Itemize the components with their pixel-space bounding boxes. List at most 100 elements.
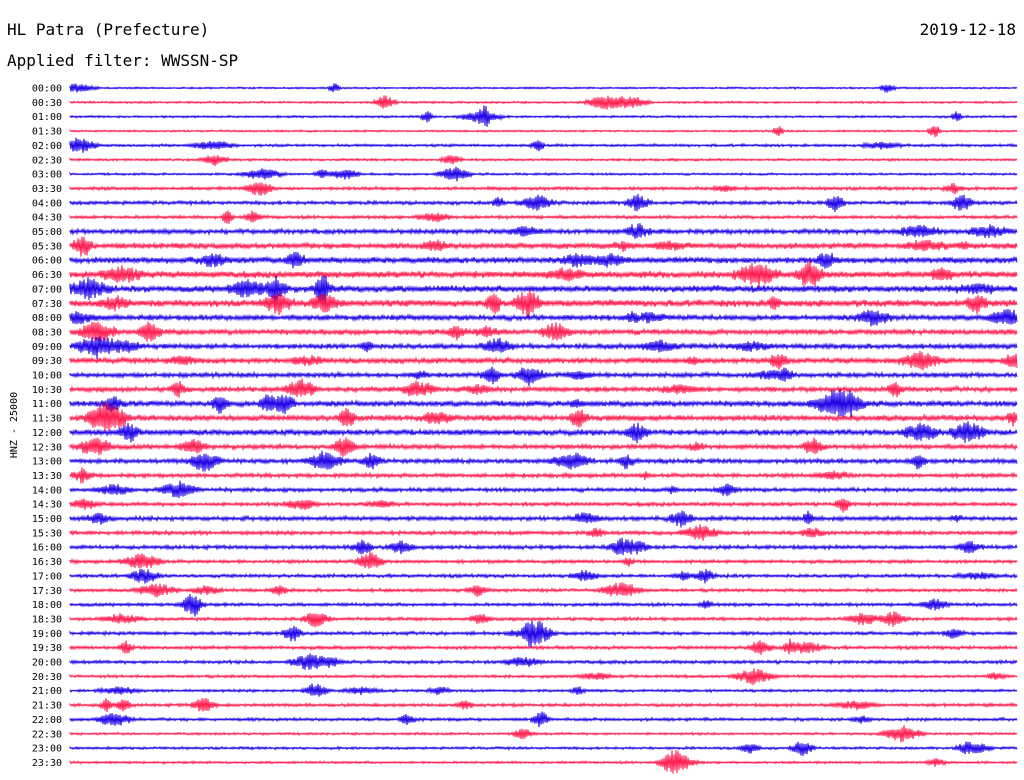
row-time-label: 07:30 [32, 299, 62, 310]
seismic-trace-0430 [69, 210, 1018, 224]
row-time-label: 13:30 [32, 471, 62, 482]
station-title: HL Patra (Prefecture) [7, 20, 210, 39]
seismic-trace-0500 [69, 223, 1018, 239]
row-time-label: 15:30 [32, 528, 62, 539]
seismic-trace-0000 [69, 83, 1018, 93]
seismic-trace-0600 [69, 251, 1018, 269]
seismic-trace-2000 [69, 653, 1018, 670]
seismic-trace-1730 [69, 582, 1018, 598]
seismic-trace-1400 [69, 480, 1018, 499]
row-time-label: 17:00 [32, 571, 62, 582]
row-time-label: 05:30 [32, 241, 62, 252]
record-date: 2019-12-18 [919, 20, 1016, 39]
row-time-label: 04:30 [32, 213, 62, 224]
seismic-trace-1300 [69, 450, 1018, 472]
seismic-trace-0930 [69, 350, 1018, 371]
row-time-label: 06:00 [32, 256, 62, 267]
seismic-trace-1100 [69, 389, 1018, 418]
row-time-label: 10:00 [32, 371, 62, 382]
seismic-trace-1930 [69, 638, 1018, 655]
row-time-label: 01:30 [32, 127, 62, 138]
row-time-label: 22:00 [32, 715, 62, 726]
row-time-label: 20:30 [32, 672, 62, 683]
seismic-trace-1700 [69, 568, 1018, 584]
seismic-trace-0200 [69, 137, 1018, 153]
row-time-label: 07:00 [32, 284, 62, 295]
row-time-label: 17:30 [32, 586, 62, 597]
row-time-label: 20:00 [32, 658, 62, 669]
row-time-label: 21:30 [32, 701, 62, 712]
row-time-label: 03:00 [32, 170, 62, 181]
seismic-trace-1130 [69, 402, 1018, 432]
row-time-label: 21:00 [32, 686, 62, 697]
row-time-label: 16:00 [32, 543, 62, 554]
row-time-label: 12:30 [32, 442, 62, 453]
seismic-trace-2230 [69, 725, 1018, 743]
seismic-trace-0700 [69, 275, 1018, 303]
seismic-trace-1530 [69, 524, 1018, 541]
row-time-label: 00:30 [32, 98, 62, 109]
row-time-label: 01:00 [32, 112, 62, 123]
seismic-trace-0030 [69, 95, 1018, 110]
row-time-label: 09:30 [32, 356, 62, 367]
seismic-trace-2300 [69, 741, 1018, 756]
seismic-trace-0100 [69, 105, 1018, 127]
row-time-label: 18:00 [32, 600, 62, 611]
seismic-trace-1430 [69, 498, 1018, 513]
seismic-trace-0330 [69, 182, 1018, 196]
row-label-group: 00:00 00:30 01:00 01:30 02:00 02:30 03:00 03:30… [32, 84, 62, 769]
seismic-trace-1830 [69, 611, 1018, 628]
seismic-trace-1900 [69, 620, 1018, 648]
seismic-trace-2100 [69, 683, 1018, 697]
row-time-label: 11:30 [32, 414, 62, 425]
row-time-label: 23:00 [32, 744, 62, 755]
trace-group [69, 83, 1018, 774]
seismic-trace-0730 [69, 289, 1018, 318]
row-time-label: 08:00 [32, 313, 62, 324]
seismic-trace-1030 [69, 378, 1018, 398]
row-time-label: 23:30 [32, 758, 62, 769]
seismic-trace-1600 [69, 537, 1018, 556]
row-time-label: 18:30 [32, 614, 62, 625]
row-time-label: 13:00 [32, 457, 62, 468]
seismic-trace-1800 [69, 593, 1018, 617]
seismic-trace-2030 [69, 668, 1018, 686]
row-time-label: 14:00 [32, 485, 62, 496]
row-time-label: 06:30 [32, 270, 62, 281]
seismic-trace-1000 [69, 366, 1018, 387]
seismic-trace-0530 [69, 236, 1018, 257]
row-time-label: 22:30 [32, 729, 62, 740]
row-time-label: 00:00 [32, 84, 62, 95]
row-time-label: 09:00 [32, 342, 62, 353]
row-time-label: 10:30 [32, 385, 62, 396]
row-time-label: 11:00 [32, 399, 62, 410]
row-time-label: 14:30 [32, 500, 62, 511]
seismic-trace-1330 [69, 467, 1018, 484]
seismic-trace-2200 [69, 711, 1018, 728]
seismic-trace-0230 [69, 155, 1018, 166]
seismic-trace-0830 [69, 321, 1018, 342]
row-time-label: 03:30 [32, 184, 62, 195]
seismic-trace-0130 [69, 126, 1018, 138]
row-time-label: 02:00 [32, 141, 62, 152]
seismic-trace-0900 [69, 336, 1018, 360]
row-time-label: 08:30 [32, 327, 62, 338]
row-time-label: 16:30 [32, 557, 62, 568]
row-time-label: 04:00 [32, 198, 62, 209]
row-time-label: 15:00 [32, 514, 62, 525]
row-time-label: 12:00 [32, 428, 62, 439]
filter-label: Applied filter: WWSSN-SP [7, 51, 239, 70]
row-time-label: 19:30 [32, 643, 62, 654]
row-time-label: 02:30 [32, 155, 62, 166]
seismic-trace-2130 [69, 698, 1018, 713]
seismic-trace-1500 [69, 510, 1018, 528]
seismic-trace-1630 [69, 551, 1018, 569]
seismic-trace-2330 [69, 749, 1018, 774]
row-time-label: 19:00 [32, 629, 62, 640]
row-time-label: 05:00 [32, 227, 62, 238]
y-axis-label: HNZ - 25000 [9, 392, 20, 458]
seismic-trace-0300 [69, 166, 1018, 182]
seismic-trace-0400 [69, 193, 1018, 213]
seismic-trace-0800 [69, 308, 1018, 327]
